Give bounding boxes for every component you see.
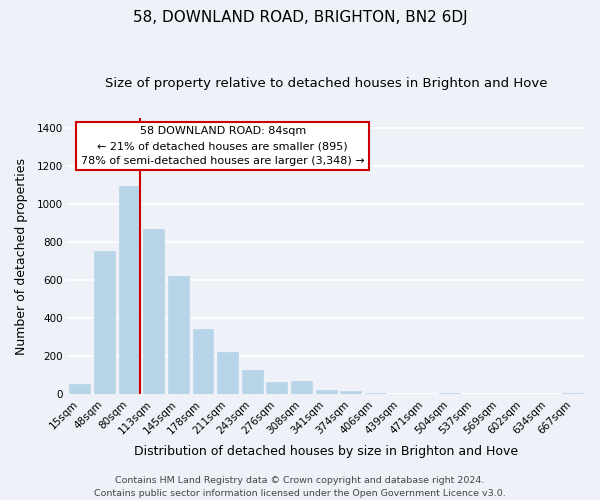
Bar — [168, 276, 189, 394]
Y-axis label: Number of detached properties: Number of detached properties — [15, 158, 28, 355]
Bar — [562, 392, 583, 394]
Bar — [291, 381, 312, 394]
Text: 58 DOWNLAND ROAD: 84sqm
← 21% of detached houses are smaller (895)
78% of semi-d: 58 DOWNLAND ROAD: 84sqm ← 21% of detache… — [81, 126, 365, 166]
Bar — [94, 252, 115, 394]
Bar — [242, 370, 263, 394]
X-axis label: Distribution of detached houses by size in Brighton and Hove: Distribution of detached houses by size … — [134, 444, 518, 458]
Bar — [340, 391, 361, 394]
Text: Contains HM Land Registry data © Crown copyright and database right 2024.
Contai: Contains HM Land Registry data © Crown c… — [94, 476, 506, 498]
Title: Size of property relative to detached houses in Brighton and Hove: Size of property relative to detached ho… — [105, 78, 547, 90]
Bar — [193, 328, 214, 394]
Bar — [217, 352, 238, 395]
Bar — [266, 382, 287, 394]
Bar — [439, 392, 460, 394]
Bar — [143, 228, 164, 394]
Bar — [119, 186, 140, 394]
Bar — [69, 384, 90, 394]
Bar — [316, 390, 337, 394]
Text: 58, DOWNLAND ROAD, BRIGHTON, BN2 6DJ: 58, DOWNLAND ROAD, BRIGHTON, BN2 6DJ — [133, 10, 467, 25]
